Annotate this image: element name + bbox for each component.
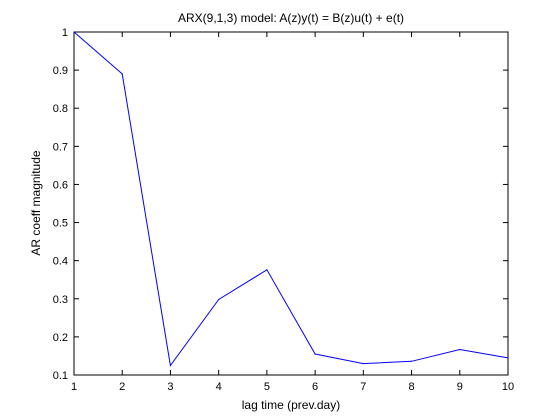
y-tick-label: 0.9 xyxy=(53,65,68,77)
x-tick-label: 2 xyxy=(119,381,125,393)
y-tick-label: 0.6 xyxy=(53,179,68,191)
x-tick-label: 6 xyxy=(312,381,318,393)
axis-ticks: 1 2 3 4 5 6 7 8 9 10 0.1 0.2 0.3 0.4 0.5 0.6 0.7 0.8 0.9 1 xyxy=(53,27,514,393)
y-tick-label: 0.1 xyxy=(53,370,68,382)
y-tick-label: 0.7 xyxy=(53,141,68,153)
x-tick-label: 4 xyxy=(216,381,222,393)
data-point xyxy=(121,73,123,75)
x-tick-label: 3 xyxy=(167,381,173,393)
x-tick-label: 8 xyxy=(408,381,414,393)
data-point xyxy=(459,348,461,351)
series-group xyxy=(73,31,509,367)
data-point xyxy=(362,362,364,365)
x-tick-label: 7 xyxy=(360,381,366,393)
y-tick-label: 0.8 xyxy=(53,103,68,115)
y-axis-label: AR coeff magnitude xyxy=(29,150,43,256)
x-axis-label: lag time (prev.day) xyxy=(242,398,340,412)
y-tick-label: 0.4 xyxy=(53,256,68,268)
data-point xyxy=(73,31,75,33)
plot-area xyxy=(73,31,509,376)
x-tick-label: 5 xyxy=(264,381,270,393)
y-tick-label: 1 xyxy=(62,27,68,39)
y-tick-label: 0.3 xyxy=(53,294,68,306)
data-point xyxy=(169,364,172,367)
chart-title: ARX(9,1,3) model: A(z)y(t) = B(z)u(t) + … xyxy=(178,11,404,25)
data-point xyxy=(314,353,316,355)
data-point xyxy=(218,298,220,301)
data-point xyxy=(507,357,509,359)
y-tick-label: 0.5 xyxy=(53,218,68,230)
y-tick-label: 0.2 xyxy=(53,332,68,344)
x-tick-label: 9 xyxy=(457,381,463,393)
data-point xyxy=(410,360,413,362)
x-tick-label: 10 xyxy=(502,381,514,393)
data-point xyxy=(266,269,268,271)
series-line xyxy=(73,31,509,367)
x-tick-label: 1 xyxy=(71,381,77,393)
